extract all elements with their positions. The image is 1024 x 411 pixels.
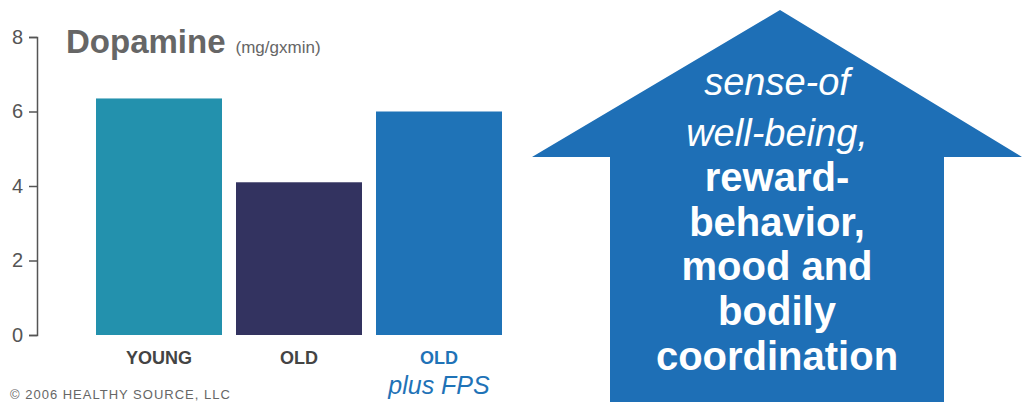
bar <box>96 98 222 335</box>
y-axis: 0 2 4 6 8 <box>12 26 38 346</box>
bars <box>96 98 502 335</box>
source: © 2006 HEALTHY SOURCE, LLC <box>10 387 231 402</box>
y-label: (mg/gxmin) <box>236 38 321 57</box>
chart: 0 2 4 6 8 YOUNG OLD OLD plus FPS Dopamine (mg/gxmi… <box>0 0 1024 411</box>
y-tick: 4 <box>12 175 37 197</box>
bar <box>376 112 502 336</box>
x-tick-label: OLD <box>280 348 318 368</box>
x-tick-label-line: OLD <box>420 348 458 368</box>
x-tick-label: OLD plus FPS <box>387 348 490 399</box>
annotation: sense-of well-being, <box>686 61 868 154</box>
arrow <box>532 10 1022 402</box>
y-axis-line <box>29 38 38 336</box>
annotation-line: bodily <box>718 289 837 333</box>
x-tick-label-line: YOUNG <box>126 348 192 368</box>
annotation-line: reward- <box>705 155 850 199</box>
annotation-line: coordination <box>656 334 898 378</box>
x-tick-label-line: plus FPS <box>387 371 490 399</box>
y-tick: 8 <box>12 26 37 48</box>
y-tick-mark <box>29 37 37 39</box>
y-tick-mark <box>29 260 37 262</box>
x-tick: OLD plus FPS <box>387 335 490 399</box>
annotation-line: mood and <box>681 244 872 288</box>
x-tick-label: YOUNG <box>126 348 192 368</box>
annotation-line: well-being, <box>686 112 868 154</box>
y-tick-label: 8 <box>12 26 23 48</box>
y-tick-label: 4 <box>12 175 23 197</box>
y-tick-label: 2 <box>12 249 23 271</box>
annotation-line: behavior, <box>689 200 865 244</box>
x-tick-label-line: OLD <box>280 348 318 368</box>
x-tick: YOUNG <box>126 335 192 368</box>
bar <box>236 182 362 335</box>
annotation-line: sense-of <box>704 61 853 103</box>
y-tick: 0 <box>12 324 37 346</box>
y-tick-label: 0 <box>12 324 23 346</box>
y-tick-mark <box>29 186 37 188</box>
title: Dopamine <box>66 23 226 60</box>
y-tick-mark <box>29 335 37 337</box>
y-tick-mark <box>29 111 37 113</box>
x-tick: OLD <box>280 335 318 368</box>
y-tick-label: 6 <box>12 100 23 122</box>
annotation: reward-behavior,mood andbodilycoordinati… <box>656 155 898 378</box>
y-tick: 6 <box>12 100 37 122</box>
y-tick: 2 <box>12 249 37 271</box>
